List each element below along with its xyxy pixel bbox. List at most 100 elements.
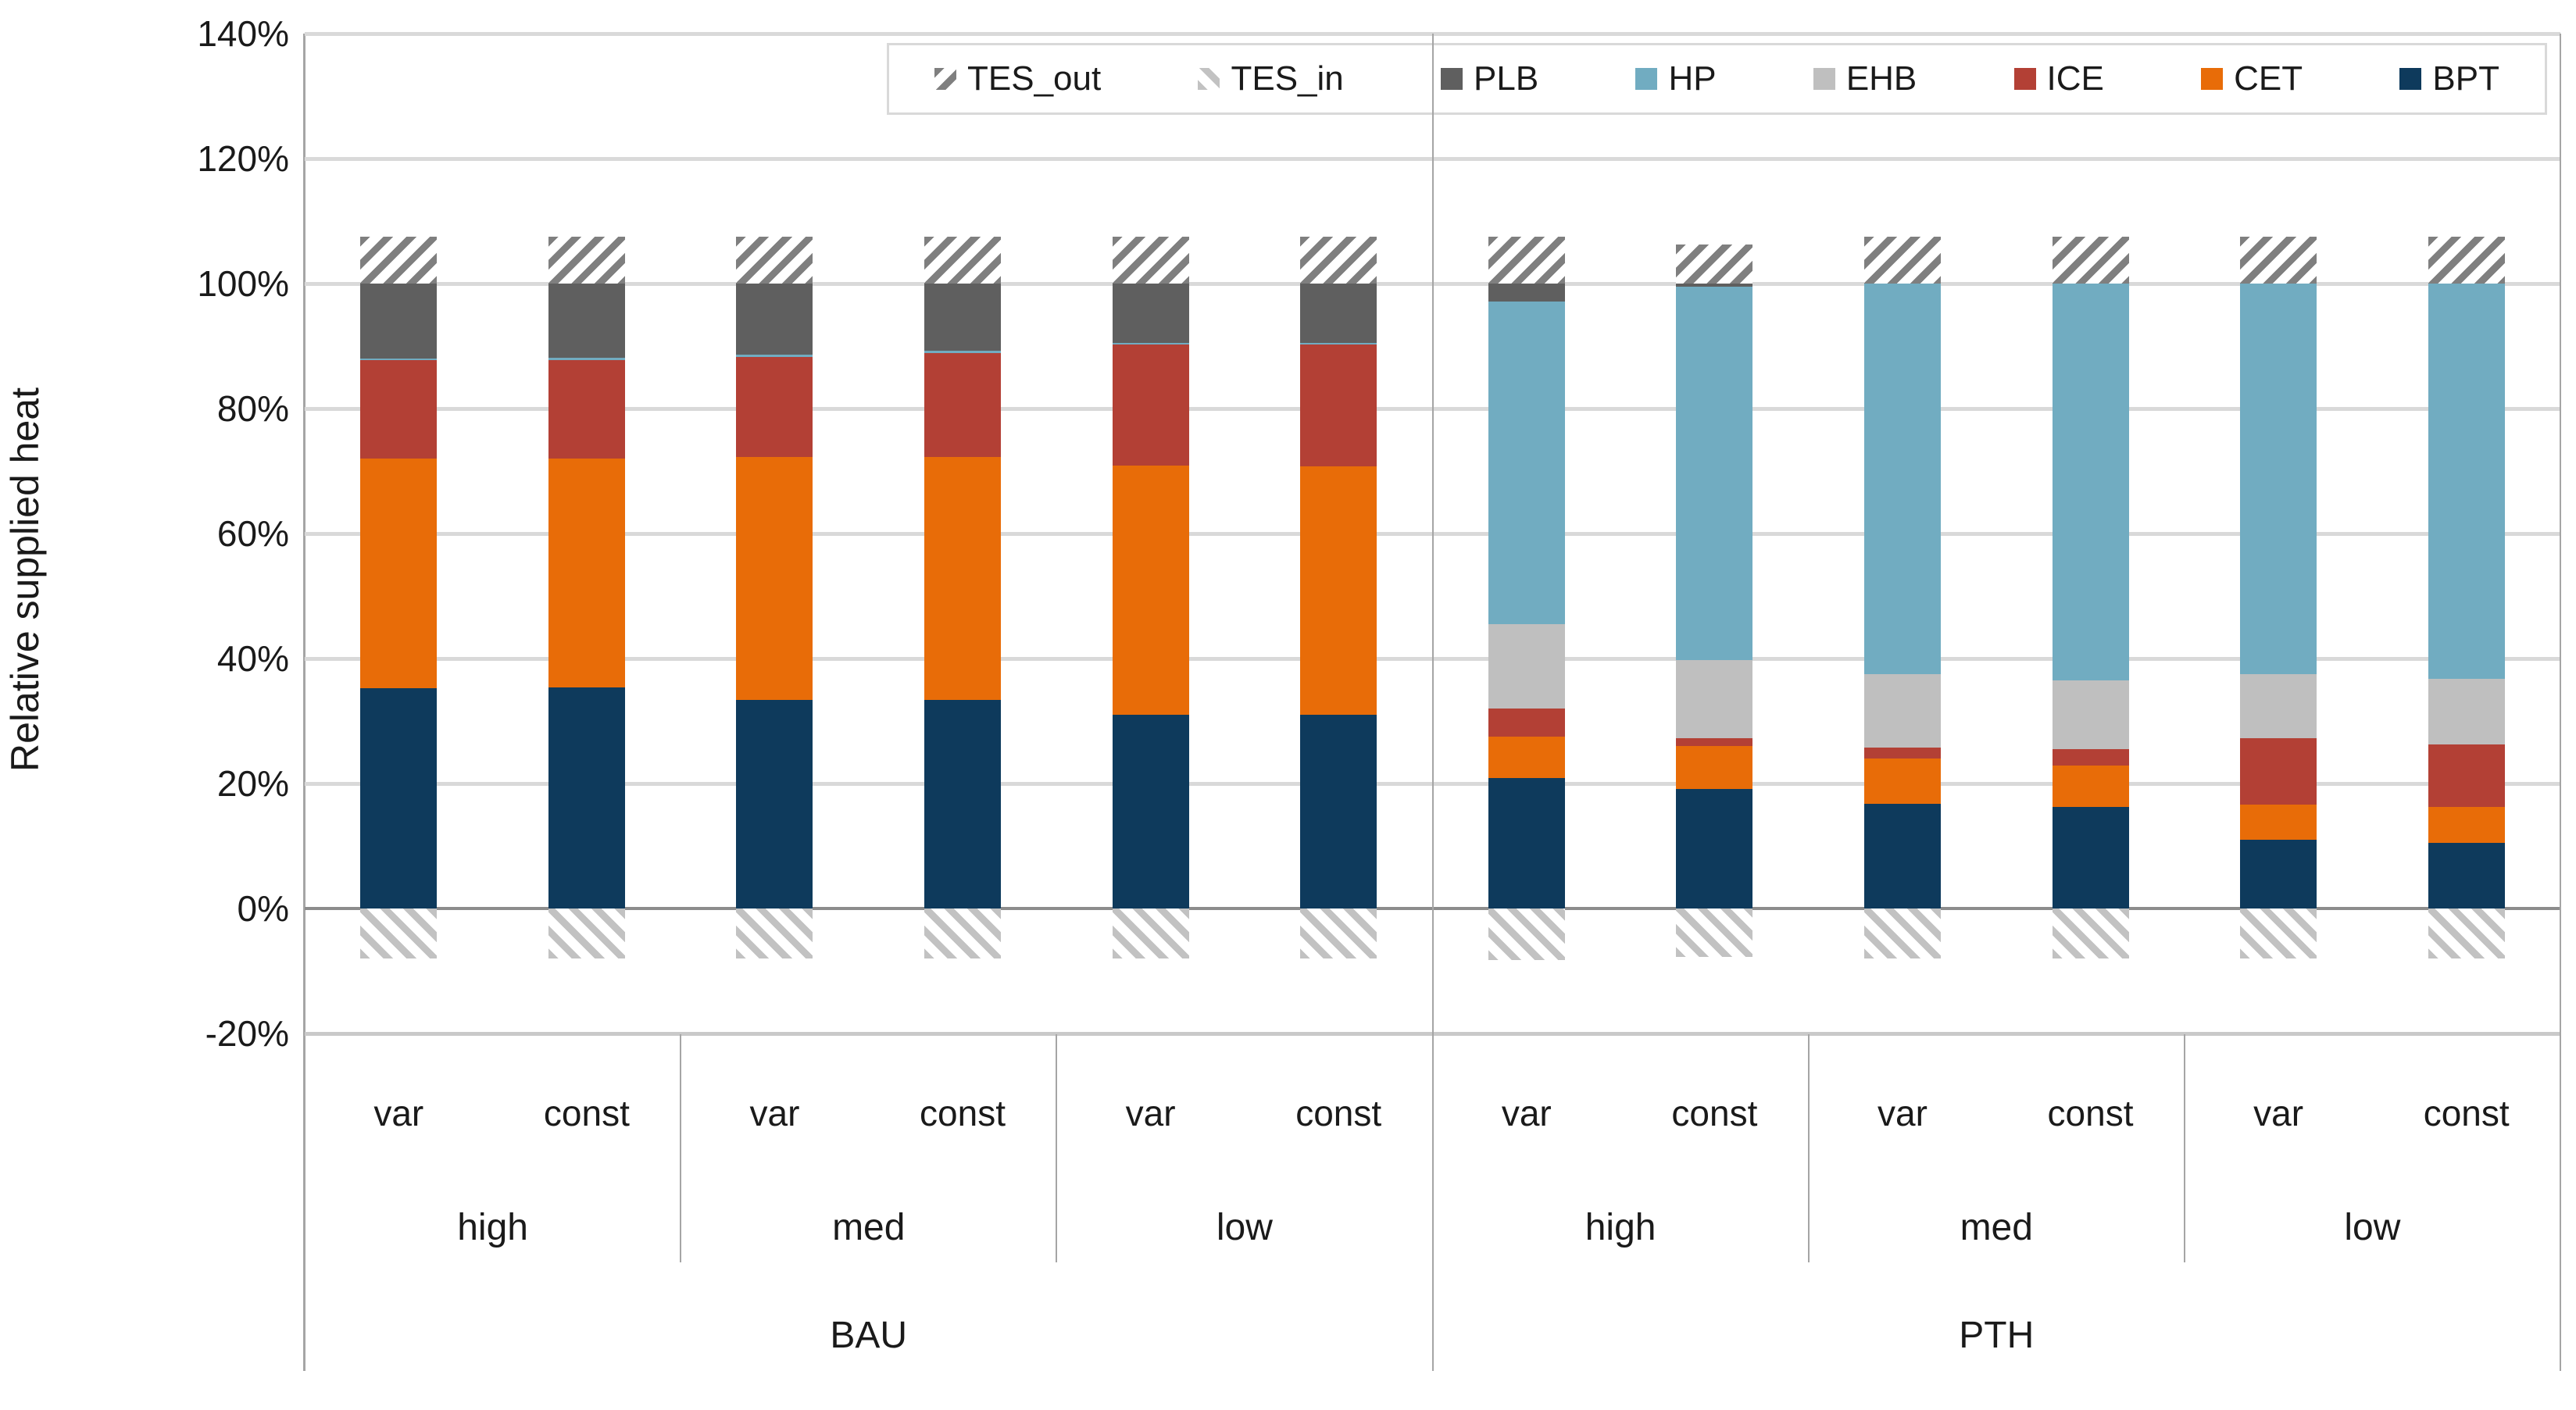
bar-segment-EHB: [2052, 680, 2129, 749]
legend-entry-TES_in: TES_in: [1198, 62, 1344, 96]
bar-segment-HP: [1676, 287, 1753, 660]
bar-segment-PLB: [736, 284, 813, 355]
bar-segment-ICE: [736, 356, 813, 457]
legend-swatch-TES_out-icon: [934, 68, 956, 90]
bar-segment-HP: [1488, 302, 1565, 624]
bar-segment-HP: [1112, 343, 1189, 345]
legend-entry-BPT: BPT: [2399, 62, 2499, 96]
bar-segment-EHB: [1676, 659, 1753, 738]
legend-swatch-CET-icon: [2201, 68, 2224, 90]
bar-segment-TES_out: [1300, 237, 1377, 284]
bar-segment-TES_out: [2428, 237, 2505, 284]
bar-segment-ICE: [1300, 344, 1377, 467]
bar-segment-EHB: [2428, 679, 2505, 745]
bar-segment-BPT: [360, 688, 438, 908]
y-tick-label: 120%: [197, 138, 289, 179]
y-tick-label: 40%: [216, 638, 289, 679]
bar-segment-PLB: [1676, 284, 1753, 287]
bar-segment-CET: [2052, 765, 2129, 808]
y-tick-label: 100%: [197, 263, 289, 304]
bar-segment-CET: [1112, 465, 1189, 715]
bar-segment-CET: [1300, 466, 1377, 715]
bar-segment-CET: [2428, 806, 2505, 843]
category-label-tariff: const: [543, 1093, 630, 1133]
bar-segment-TES_in: [2240, 908, 2317, 958]
bar-segment-HP: [1863, 284, 1941, 674]
bar-segment-TES_out: [1488, 237, 1565, 284]
bar-segment-BPT: [1488, 777, 1565, 908]
bar-segment-TES_in: [1300, 908, 1377, 958]
bar-segment-TES_out: [2052, 237, 2129, 284]
bar-segment-TES_in: [1863, 908, 1941, 958]
bar-segment-BPT: [2052, 807, 2129, 908]
bar-segment-EHB: [1488, 624, 1565, 709]
legend-swatch-ICE-icon: [2013, 68, 2036, 90]
bar-segment-TES_in: [736, 908, 813, 958]
bar-segment-TES_out: [1863, 237, 1941, 284]
legend-entry-TES_out: TES_out: [934, 62, 1101, 96]
category-label-tariff: var: [749, 1093, 800, 1133]
bar-segment-CET: [2240, 805, 2317, 840]
y-tick-label: -20%: [205, 1013, 289, 1054]
bar-segment-PLB: [1112, 284, 1189, 343]
bar-segment-TES_out: [1676, 244, 1753, 284]
bar-segment-ICE: [1863, 747, 1941, 759]
legend-swatch-BPT-icon: [2399, 68, 2422, 90]
legend-swatch-EHB-icon: [1813, 68, 1835, 90]
bar-segment-TES_in: [1488, 908, 1565, 960]
bar-segment-BPT: [924, 699, 1002, 908]
bar-segment-ICE: [548, 359, 625, 459]
category-label-price: high: [457, 1207, 528, 1248]
bar-segment-TES_out: [736, 237, 813, 284]
legend-label-PLB: PLB: [1474, 59, 1539, 98]
bar-segment-HP: [736, 355, 813, 357]
bar-segment-CET: [548, 459, 625, 687]
bar-segment-PLB: [548, 284, 625, 359]
bar-segment-TES_out: [1112, 237, 1189, 284]
y-tick-label: 60%: [216, 513, 289, 554]
category-divider: [1807, 1034, 1810, 1262]
bar-segment-TES_in: [360, 908, 438, 958]
category-divider: [680, 1034, 682, 1262]
bar-segment-TES_out: [2240, 237, 2317, 284]
bar-segment-HP: [360, 359, 438, 361]
bar-segment-HP: [2052, 284, 2129, 680]
category-label-price: high: [1585, 1207, 1656, 1248]
legend-entry-HP: HP: [1635, 62, 1717, 96]
bar-segment-TES_in: [1112, 908, 1189, 958]
legend-entry-PLB: PLB: [1441, 62, 1538, 96]
bar-segment-PLB: [1300, 284, 1377, 343]
bar-segment-PLB: [1488, 284, 1565, 302]
scenario-divider: [2560, 34, 2561, 1371]
bar-segment-HP: [924, 351, 1002, 353]
y-tick-label: 0%: [237, 888, 289, 929]
category-label-price: med: [1960, 1207, 2033, 1248]
y-tick-label: 20%: [216, 763, 289, 804]
bar-segment-TES_in: [1676, 908, 1753, 957]
bar-segment-BPT: [1112, 715, 1189, 908]
bar-segment-ICE: [924, 352, 1002, 457]
bar-segment-BPT: [2428, 843, 2505, 908]
bar-segment-EHB: [1863, 674, 1941, 748]
bar-segment-BPT: [736, 699, 813, 908]
y-axis-line: [303, 34, 305, 1371]
bar-segment-PLB: [924, 284, 1002, 352]
category-divider: [2183, 1034, 2185, 1262]
bar-segment-TES_out: [548, 237, 625, 284]
bar-segment-TES_out: [360, 237, 438, 284]
bar-segment-ICE: [360, 360, 438, 459]
bar-segment-TES_in: [924, 908, 1002, 958]
legend-swatch-HP-icon: [1635, 68, 1658, 90]
bar-segment-ICE: [2240, 737, 2317, 805]
bar-segment-ICE: [1112, 344, 1189, 466]
bar-segment-CET: [736, 456, 813, 700]
category-label-tariff: var: [1501, 1093, 1552, 1133]
category-label-tariff: const: [2423, 1093, 2510, 1133]
bar-segment-BPT: [2240, 840, 2317, 908]
legend-entry-ICE: ICE: [2013, 62, 2104, 96]
legend-swatch-TES_in-icon: [1198, 68, 1220, 90]
scenario-divider: [1431, 34, 1434, 1371]
category-label-price: low: [1216, 1207, 1273, 1248]
bar-segment-BPT: [1676, 789, 1753, 908]
